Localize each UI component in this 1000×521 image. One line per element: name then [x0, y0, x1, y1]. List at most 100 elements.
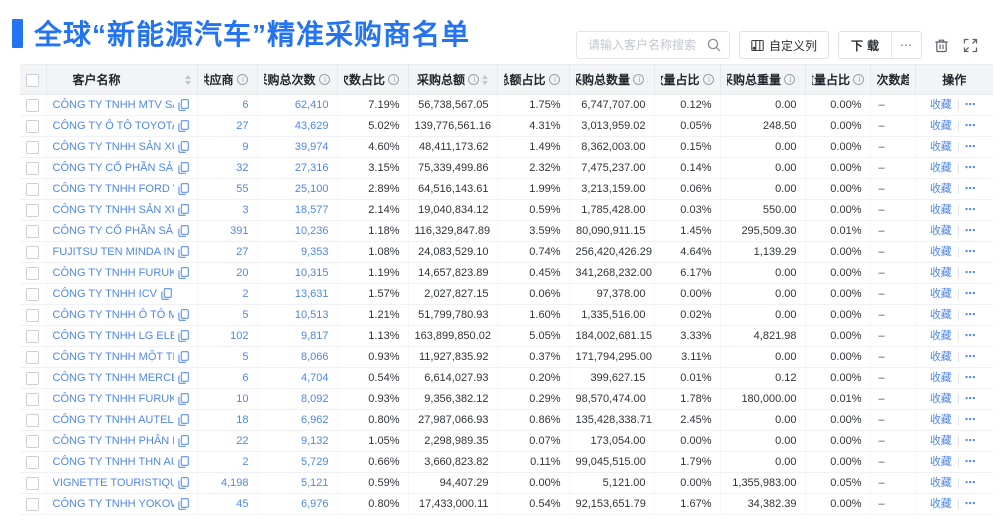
copy-icon[interactable] — [177, 456, 189, 468]
column-header-quantity_share[interactable]: 数量占比 — [654, 64, 721, 95]
row-more-button[interactable]: ⋯ — [964, 183, 977, 195]
copy-icon[interactable] — [177, 330, 189, 342]
column-header-total_weight[interactable]: 采购总重量 — [720, 64, 806, 95]
copy-icon[interactable] — [177, 435, 189, 447]
customize-columns-button[interactable]: 自定义列 — [738, 31, 829, 59]
row-checkbox[interactable] — [26, 203, 40, 217]
row-checkbox[interactable] — [26, 497, 40, 511]
copy-icon[interactable] — [177, 267, 189, 279]
copy-icon[interactable] — [161, 288, 172, 300]
row-more-button[interactable]: ⋯ — [964, 393, 977, 405]
favorite-button[interactable]: 收藏 — [929, 330, 952, 342]
column-header-suppliers[interactable]: 供应商 — [197, 64, 258, 95]
row-checkbox[interactable] — [26, 308, 40, 322]
favorite-button[interactable]: 收藏 — [929, 162, 952, 174]
info-icon[interactable] — [784, 74, 796, 85]
column-header-count_share[interactable]: 次数占比 — [337, 64, 409, 95]
buyer-name-link[interactable]: FUJITSU TEN MINDA INDIA PVT... — [52, 246, 174, 258]
download-more-button[interactable]: ⋯ — [891, 32, 921, 58]
buyer-name-link[interactable]: CÔNG TY TNHH MERCEDES–B... — [52, 372, 174, 384]
table-row[interactable]: CÔNG TY TNHH FURUKAWA A... 108,0920.93%9,… — [20, 388, 993, 410]
copy-icon[interactable] — [177, 498, 189, 510]
buyer-name-link[interactable]: CÔNG TY TNHH MTV SẢN XUẤ... — [52, 99, 174, 111]
table-row[interactable]: VIGNETTE TOURISTIQUE G UNI...4,1985,1210… — [20, 472, 993, 494]
buyer-name-link[interactable]: CÔNG TY CỔ PHẦN SẢN XUẤT... — [52, 225, 174, 237]
favorite-button[interactable]: 收藏 — [929, 414, 952, 426]
info-icon[interactable] — [702, 74, 714, 85]
search-input[interactable] — [585, 37, 707, 53]
row-more-button[interactable]: ⋯ — [964, 477, 977, 489]
copy-icon[interactable] — [177, 351, 189, 363]
row-checkbox[interactable] — [26, 224, 40, 238]
row-more-button[interactable]: ⋯ — [964, 225, 977, 237]
table-row[interactable]: CÔNG TY TNHH MERCEDES–B... 64,7040.54%6,6… — [20, 367, 993, 389]
info-icon[interactable] — [633, 74, 645, 85]
fullscreen-icon[interactable] — [960, 35, 980, 55]
select-all-checkbox[interactable] — [26, 73, 40, 87]
row-checkbox[interactable] — [26, 119, 40, 133]
info-icon[interactable] — [468, 74, 480, 85]
buyer-name-link[interactable]: VIGNETTE TOURISTIQUE G UNI... — [52, 477, 174, 489]
favorite-button[interactable]: 收藏 — [929, 288, 952, 300]
buyer-name-link[interactable]: CÔNG TY TNHH MỘT THÀNH V... — [52, 351, 174, 363]
row-checkbox[interactable] — [26, 182, 40, 196]
copy-icon[interactable] — [177, 162, 189, 174]
column-header-count_trend[interactable]: 次数趋势 — [870, 64, 916, 95]
column-header-weight_share[interactable]: 重量占比 — [805, 64, 871, 95]
buyer-name-link[interactable]: CÔNG TY Ô TÔ TOYOTA VIỆT ... — [52, 120, 174, 132]
buyer-name-link[interactable]: CÔNG TY TNHH SẢN XUẤT VÀ ... — [52, 141, 174, 153]
row-more-button[interactable]: ⋯ — [964, 246, 977, 258]
favorite-button[interactable]: 收藏 — [929, 435, 952, 447]
row-more-button[interactable]: ⋯ — [964, 414, 977, 426]
row-more-button[interactable]: ⋯ — [964, 120, 977, 132]
row-more-button[interactable]: ⋯ — [964, 204, 977, 216]
favorite-button[interactable]: 收藏 — [929, 372, 952, 384]
row-checkbox[interactable] — [26, 98, 40, 112]
favorite-button[interactable]: 收藏 — [929, 477, 952, 489]
buyer-name-link[interactable]: CÔNG TY CỔ PHẦN SẢN XUẤT... — [52, 162, 174, 174]
buyer-name-link[interactable]: CÔNG TY TNHH FURUKAWA A... — [52, 267, 174, 279]
info-icon[interactable] — [548, 74, 561, 85]
info-icon[interactable] — [236, 74, 249, 85]
favorite-button[interactable]: 收藏 — [929, 393, 952, 405]
copy-icon[interactable] — [177, 183, 189, 195]
table-row[interactable]: CÔNG TY TNHH AUTEL VIỆT N... 186,9620.80%… — [20, 409, 993, 431]
buyer-name-link[interactable]: CÔNG TY TNHH ICV — [52, 288, 158, 300]
row-more-button[interactable]: ⋯ — [964, 99, 977, 111]
table-row[interactable]: CÔNG TY TNHH LG ELECTRON... 1029,8171.13%… — [20, 325, 993, 347]
copy-icon[interactable] — [177, 372, 189, 384]
row-checkbox[interactable] — [26, 413, 40, 427]
table-row[interactable]: CÔNG TY TNHH SẢN XUẤT VÀ ... 939,9744.60%… — [20, 136, 993, 158]
copy-icon[interactable] — [177, 120, 189, 132]
table-row[interactable]: CÔNG TY TNHH PHÂN PHỐI T... 229,1321.05%2… — [20, 430, 993, 452]
row-more-button[interactable]: ⋯ — [964, 372, 977, 384]
sort-icon[interactable] — [482, 74, 488, 85]
favorite-button[interactable]: 收藏 — [929, 141, 952, 153]
row-more-button[interactable]: ⋯ — [964, 267, 977, 279]
buyer-name-link[interactable]: CÔNG TY TNHH THN AUTOPAR... — [52, 456, 174, 468]
row-checkbox[interactable] — [26, 287, 40, 301]
table-row[interactable]: CÔNG TY TNHH THN AUTOPAR... 25,7290.66%3,… — [20, 451, 993, 473]
copy-icon[interactable] — [177, 225, 189, 237]
row-more-button[interactable]: ⋯ — [964, 498, 977, 510]
row-checkbox[interactable] — [26, 329, 40, 343]
buyer-name-link[interactable]: CÔNG TY TNHH FORD VIỆT NAM — [52, 183, 174, 195]
table-row[interactable]: CÔNG TY CỔ PHẦN SẢN XUẤT... 39110,2361.18… — [20, 220, 993, 242]
favorite-button[interactable]: 收藏 — [929, 204, 952, 216]
row-checkbox[interactable] — [26, 434, 40, 448]
row-more-button[interactable]: ⋯ — [964, 288, 977, 300]
column-header-actions[interactable]: 操作 — [914, 64, 993, 95]
column-header-amount_share[interactable]: 总额占比 — [497, 64, 570, 95]
table-row[interactable]: CÔNG TY TNHH Ô TÔ MITSUBI... 510,5131.21%… — [20, 304, 993, 326]
column-header-total_purchases[interactable]: 采购总次数 — [257, 64, 338, 95]
search-box[interactable] — [575, 31, 730, 59]
row-more-button[interactable]: ⋯ — [964, 162, 977, 174]
row-more-button[interactable]: ⋯ — [964, 330, 977, 342]
favorite-button[interactable]: 收藏 — [929, 267, 952, 279]
sort-icon[interactable] — [184, 74, 191, 85]
row-checkbox[interactable] — [26, 476, 40, 490]
table-row[interactable]: CÔNG TY TNHH YOKOWO VIỆT...456,9760.80%1… — [20, 493, 993, 515]
row-checkbox[interactable] — [26, 371, 40, 385]
table-row[interactable]: CÔNG TY TNHH SẢN XUẤT VÀ ... 318,5772.14%… — [20, 199, 993, 221]
row-more-button[interactable]: ⋯ — [964, 309, 977, 321]
